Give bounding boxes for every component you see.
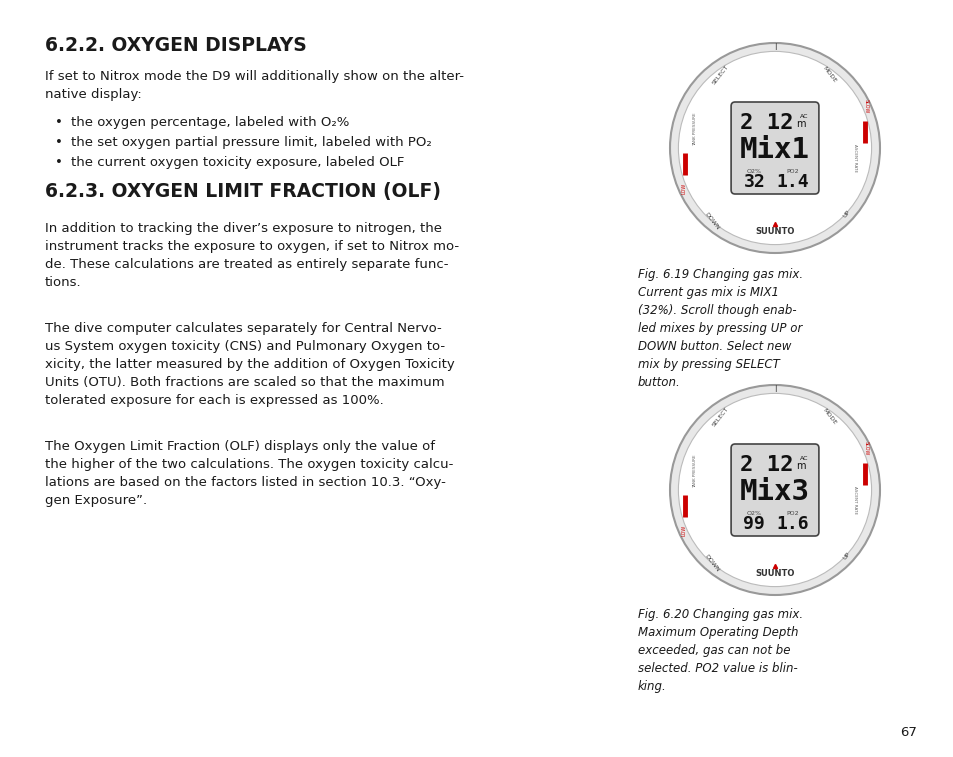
- Text: the oxygen percentage, labeled with O₂%: the oxygen percentage, labeled with O₂%: [71, 116, 349, 129]
- Text: I: I: [773, 385, 776, 394]
- Text: O2%: O2%: [746, 511, 760, 516]
- Text: SLOW: SLOW: [863, 99, 868, 114]
- Text: ASCENT RATE: ASCENT RATE: [852, 487, 856, 515]
- Text: TANK PRESSURE: TANK PRESSURE: [693, 112, 697, 146]
- Text: 1.4: 1.4: [776, 173, 808, 191]
- Text: Mix1: Mix1: [740, 136, 809, 164]
- Circle shape: [669, 43, 879, 253]
- Text: 2 12: 2 12: [740, 113, 793, 132]
- Text: UP: UP: [841, 210, 850, 219]
- Text: SUUNTO: SUUNTO: [755, 228, 794, 236]
- Text: m: m: [796, 120, 805, 129]
- Text: If set to Nitrox mode the D9 will additionally show on the alter-
native display: If set to Nitrox mode the D9 will additi…: [45, 70, 463, 101]
- Text: 67: 67: [900, 725, 917, 739]
- Text: Fig. 6.20 Changing gas mix.
Maximum Operating Depth
exceeded, gas can not be
sel: Fig. 6.20 Changing gas mix. Maximum Oper…: [638, 608, 802, 693]
- Text: AC: AC: [800, 456, 808, 460]
- Text: O2%: O2%: [746, 169, 760, 174]
- Text: The dive computer calculates separately for Central Nervo-
us System oxygen toxi: The dive computer calculates separately …: [45, 322, 455, 407]
- Text: DOWN: DOWN: [703, 212, 720, 231]
- Text: •: •: [55, 156, 63, 169]
- Text: Fig. 6.19 Changing gas mix.
Current gas mix is MIX1
(32%). Scroll though enab-
l: Fig. 6.19 Changing gas mix. Current gas …: [638, 268, 802, 389]
- Text: 6.2.3. OXYGEN LIMIT FRACTION (OLF): 6.2.3. OXYGEN LIMIT FRACTION (OLF): [45, 182, 440, 201]
- Text: MODE: MODE: [821, 65, 837, 83]
- Text: In addition to tracking the diver’s exposure to nitrogen, the
instrument tracks : In addition to tracking the diver’s expo…: [45, 222, 458, 289]
- Text: ASCENT RATE: ASCENT RATE: [852, 145, 856, 173]
- Text: Mix3: Mix3: [740, 478, 809, 506]
- Circle shape: [669, 385, 879, 595]
- Text: TANK PRESSURE: TANK PRESSURE: [693, 454, 697, 488]
- Text: 99: 99: [742, 515, 764, 533]
- FancyBboxPatch shape: [730, 102, 818, 194]
- Text: m: m: [796, 462, 805, 472]
- Text: 2 12: 2 12: [740, 455, 793, 475]
- FancyBboxPatch shape: [730, 444, 818, 536]
- Text: PO2: PO2: [785, 169, 798, 174]
- Text: LOW: LOW: [680, 182, 685, 194]
- Text: SELECT: SELECT: [711, 406, 729, 427]
- Text: •: •: [55, 116, 63, 129]
- Text: SELECT: SELECT: [711, 64, 729, 86]
- Text: •: •: [55, 136, 63, 149]
- Text: 32: 32: [742, 173, 764, 191]
- Text: 6.2.2. OXYGEN DISPLAYS: 6.2.2. OXYGEN DISPLAYS: [45, 36, 307, 55]
- Text: SUUNTO: SUUNTO: [755, 569, 794, 578]
- Text: The Oxygen Limit Fraction (OLF) displays only the value of
the higher of the two: The Oxygen Limit Fraction (OLF) displays…: [45, 440, 453, 507]
- Text: UP: UP: [841, 551, 850, 561]
- Text: MODE: MODE: [821, 407, 837, 425]
- Text: I: I: [773, 42, 776, 51]
- Text: LOW: LOW: [680, 525, 685, 535]
- Text: 1.6: 1.6: [776, 515, 808, 533]
- Text: DOWN: DOWN: [703, 554, 720, 573]
- Text: PO2: PO2: [785, 511, 798, 516]
- Circle shape: [678, 51, 871, 245]
- Circle shape: [678, 394, 871, 587]
- Text: SLOW: SLOW: [863, 441, 868, 455]
- Text: the set oxygen partial pressure limit, labeled with PO₂: the set oxygen partial pressure limit, l…: [71, 136, 432, 149]
- Text: the current oxygen toxicity exposure, labeled OLF: the current oxygen toxicity exposure, la…: [71, 156, 404, 169]
- Text: AC: AC: [800, 114, 808, 119]
